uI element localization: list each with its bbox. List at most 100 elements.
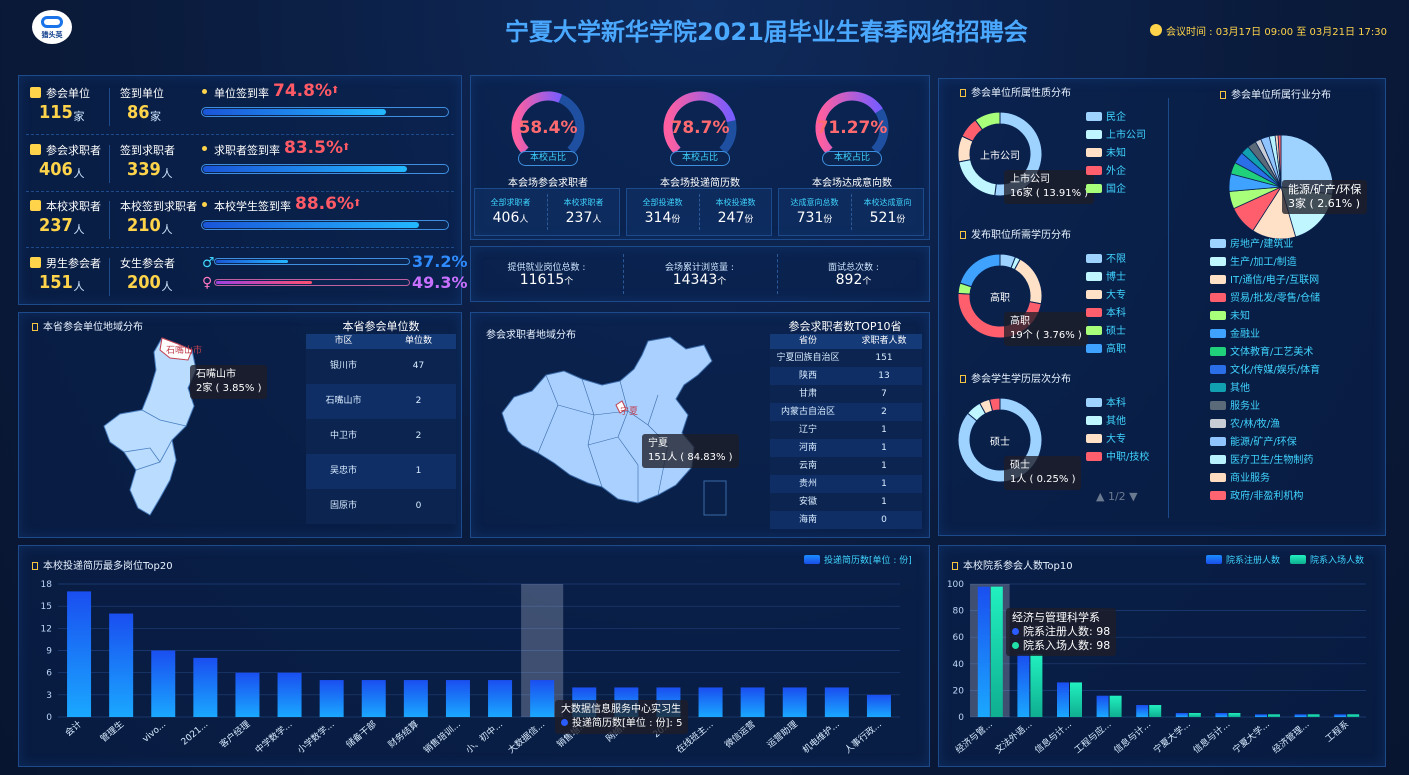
- depts-legend-0[interactable]: 院系注册人数: [1206, 553, 1280, 566]
- bar[interactable]: [1255, 714, 1267, 717]
- legend-item[interactable]: IT/通信/电子/互联网: [1210, 271, 1319, 286]
- legend-item[interactable]: 国企: [1086, 180, 1126, 195]
- table-row[interactable]: 宁夏回族自治区 151: [770, 349, 922, 367]
- bar[interactable]: [1294, 714, 1307, 717]
- bar[interactable]: [782, 687, 807, 717]
- jobs-bar-chart[interactable]: 0 3 6 9 12 15 18 会计 管理生 vivo... 2021... 客户经理 中学数学...…: [30, 576, 910, 761]
- student_edu-donut[interactable]: [950, 390, 1050, 490]
- jobs-legend[interactable]: 投递简历数[单位 : 份]: [804, 553, 912, 566]
- table-row[interactable]: 辽宁 1: [770, 421, 922, 439]
- table-row[interactable]: 石嘴山市 2: [306, 384, 456, 419]
- bar[interactable]: [1175, 713, 1188, 717]
- bar[interactable]: [740, 687, 765, 717]
- bar[interactable]: [1030, 654, 1043, 717]
- table-row[interactable]: 贵州 1: [770, 475, 922, 493]
- legend-item[interactable]: 外企: [1086, 162, 1126, 177]
- bar[interactable]: [277, 672, 302, 717]
- legend-item[interactable]: 医疗卫生/生物制药: [1210, 451, 1313, 466]
- legend-item[interactable]: 大专: [1086, 430, 1126, 445]
- legend-item[interactable]: 大专: [1086, 286, 1126, 301]
- bar[interactable]: [235, 672, 260, 717]
- bar[interactable]: [1017, 654, 1030, 717]
- donut-slice[interactable]: [988, 397, 1001, 412]
- legend-item[interactable]: 服务业: [1210, 397, 1260, 412]
- legend-item[interactable]: 不限: [1086, 250, 1126, 265]
- bar[interactable]: [698, 687, 723, 717]
- legend-item[interactable]: 硕士: [1086, 322, 1126, 337]
- legend-item[interactable]: 生产/加工/制造: [1210, 253, 1297, 268]
- legend-item[interactable]: 能源/矿产/环保: [1210, 433, 1297, 448]
- table-row[interactable]: 安徽 1: [770, 493, 922, 511]
- bar[interactable]: [1268, 714, 1280, 717]
- legend-item[interactable]: 中职/技校: [1086, 448, 1149, 463]
- bar[interactable]: [1347, 714, 1360, 717]
- bar[interactable]: [1057, 682, 1069, 717]
- bar[interactable]: [990, 586, 1003, 717]
- pie-slice[interactable]: [1277, 134, 1282, 188]
- legend-item[interactable]: 上市公司: [1086, 126, 1146, 141]
- bar[interactable]: [109, 613, 134, 717]
- legend-item[interactable]: 农/林/牧/渔: [1210, 415, 1280, 430]
- bar[interactable]: [361, 680, 386, 717]
- logo[interactable]: 猎头英: [32, 10, 72, 44]
- bar[interactable]: [193, 657, 218, 717]
- pager-down-icon[interactable]: ▼: [1129, 490, 1138, 503]
- legend-item[interactable]: 未知: [1210, 307, 1250, 322]
- bar[interactable]: [1149, 705, 1162, 717]
- legend-item[interactable]: 贸易/批发/零售/仓储: [1210, 289, 1320, 304]
- ningxia-map[interactable]: [100, 330, 220, 520]
- donut-slice[interactable]: [959, 253, 1001, 288]
- bar[interactable]: [866, 694, 891, 717]
- bar[interactable]: [488, 680, 513, 717]
- table-row[interactable]: 中卫市 2: [306, 419, 456, 454]
- table-row[interactable]: 陕西 13: [770, 367, 922, 385]
- legend-item[interactable]: 本科: [1086, 304, 1126, 319]
- legend-item[interactable]: 政府/非盈利机构: [1210, 487, 1303, 502]
- legend-item[interactable]: 其他: [1210, 379, 1250, 394]
- legend-item[interactable]: 文体教育/工艺美术: [1210, 343, 1313, 358]
- bar[interactable]: [67, 591, 92, 717]
- bar[interactable]: [1228, 713, 1241, 717]
- table-row[interactable]: 吴忠市 1: [306, 454, 456, 489]
- bar[interactable]: [1096, 695, 1109, 717]
- china-map[interactable]: [498, 335, 738, 520]
- bar[interactable]: [1136, 705, 1149, 717]
- table-row[interactable]: 海南 0: [770, 511, 922, 529]
- bar[interactable]: [1109, 695, 1122, 717]
- depts-legend-1[interactable]: 院系入场人数: [1290, 553, 1364, 566]
- donut-slice[interactable]: [974, 111, 1001, 131]
- bar[interactable]: [977, 586, 990, 717]
- bar[interactable]: [403, 680, 428, 717]
- donut-slice[interactable]: [958, 159, 997, 197]
- pager-up-icon[interactable]: ▲: [1096, 490, 1105, 503]
- bar[interactable]: [824, 687, 849, 717]
- table-row[interactable]: 内蒙古自治区 2: [770, 403, 922, 421]
- table-row[interactable]: 甘肃 7: [770, 385, 922, 403]
- bar[interactable]: [1307, 714, 1320, 717]
- legend-item[interactable]: 未知: [1086, 144, 1126, 159]
- legend-item[interactable]: 博士: [1086, 268, 1126, 283]
- legend-item[interactable]: 商业服务: [1210, 469, 1270, 484]
- bar[interactable]: [445, 680, 470, 717]
- legend-item[interactable]: 高职: [1086, 340, 1126, 355]
- table-row[interactable]: 银川市 47: [306, 349, 456, 384]
- bar[interactable]: [530, 680, 555, 717]
- legend-item[interactable]: 金融业: [1210, 325, 1260, 340]
- legend-item[interactable]: 房地产/建筑业: [1210, 235, 1293, 250]
- table-row[interactable]: 云南 1: [770, 457, 922, 475]
- bar[interactable]: [1188, 713, 1201, 717]
- legend-item[interactable]: 民企: [1086, 108, 1126, 123]
- gauge-fill: [815, 91, 883, 154]
- bar[interactable]: [319, 680, 344, 717]
- bar[interactable]: [1334, 714, 1347, 717]
- bar[interactable]: [1215, 713, 1228, 717]
- donut-slice[interactable]: [957, 397, 1043, 483]
- bar[interactable]: [151, 650, 176, 718]
- bar[interactable]: [1070, 682, 1082, 717]
- legend-item[interactable]: 本科: [1086, 394, 1126, 409]
- table-row[interactable]: 固原市 0: [306, 489, 456, 524]
- table-row[interactable]: 河南 1: [770, 439, 922, 457]
- legend-item[interactable]: 文化/传媒/娱乐/体育: [1210, 361, 1320, 376]
- legend-item[interactable]: 其他: [1086, 412, 1126, 427]
